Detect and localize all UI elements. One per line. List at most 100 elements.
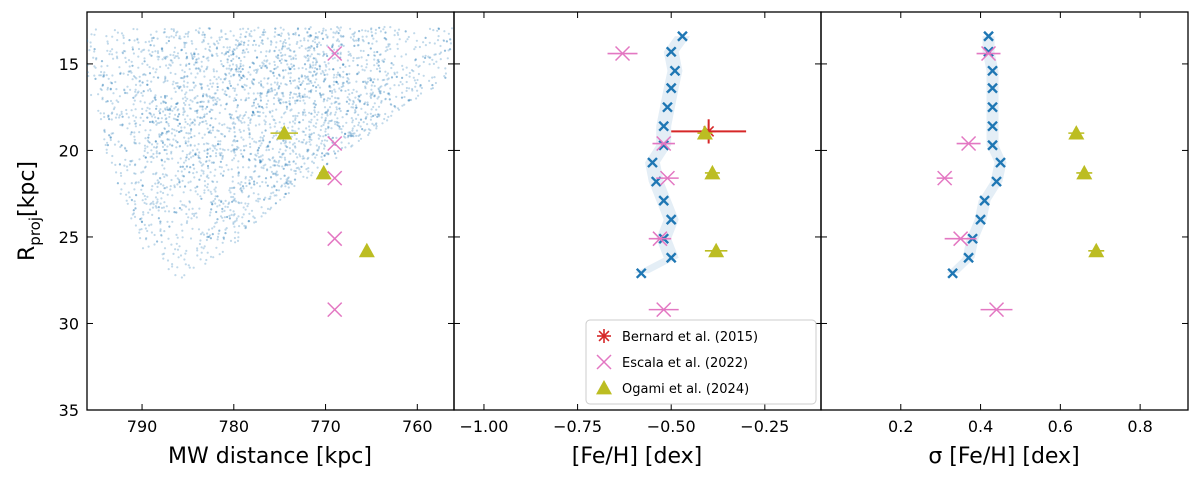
sample-point xyxy=(192,163,195,166)
sample-point xyxy=(262,167,265,170)
sample-point xyxy=(368,132,371,135)
sample-point xyxy=(213,174,216,177)
sample-point xyxy=(126,73,130,76)
sample-point xyxy=(416,89,419,92)
sample-point xyxy=(189,237,193,240)
sample-point xyxy=(253,78,256,81)
sample-point xyxy=(134,203,137,206)
sample-point xyxy=(234,135,237,138)
sample-point xyxy=(280,116,283,119)
sample-point xyxy=(296,95,299,98)
sample-point xyxy=(329,111,333,114)
sample-point xyxy=(303,55,306,58)
sample-point xyxy=(163,175,166,178)
sample-point xyxy=(377,113,380,116)
sample-point xyxy=(106,141,109,144)
sample-point xyxy=(314,57,317,60)
sample-point xyxy=(424,36,427,40)
sample-point xyxy=(307,149,310,152)
sample-point xyxy=(178,122,181,125)
sample-point xyxy=(130,182,133,185)
sample-point xyxy=(275,189,278,192)
sample-point xyxy=(142,90,145,93)
sample-point xyxy=(286,146,289,149)
sample-point xyxy=(160,159,163,162)
sample-point xyxy=(193,123,196,126)
sample-point xyxy=(346,136,350,139)
sample-point xyxy=(308,80,311,83)
sample-point xyxy=(194,61,197,64)
sample-point xyxy=(202,100,205,103)
sample-point xyxy=(208,131,211,134)
sample-point xyxy=(210,117,213,120)
sample-point xyxy=(288,121,291,124)
sample-point xyxy=(321,152,324,155)
sample-point xyxy=(327,97,330,100)
sample-point xyxy=(155,107,158,110)
sample-point xyxy=(233,148,236,151)
sample-point xyxy=(257,197,260,200)
sample-point xyxy=(233,127,236,130)
sample-point xyxy=(274,46,278,49)
sample-point xyxy=(177,115,180,118)
sample-point xyxy=(364,117,367,120)
sample-point xyxy=(203,115,206,118)
sample-point xyxy=(164,76,167,80)
sample-point xyxy=(272,164,275,167)
sample-point xyxy=(318,30,321,34)
sample-point xyxy=(181,165,184,168)
sample-point xyxy=(254,49,257,52)
sample-point xyxy=(227,148,230,151)
sample-point xyxy=(173,128,176,131)
sample-point xyxy=(116,182,119,185)
escala-point xyxy=(614,46,631,62)
sample-point xyxy=(338,87,341,90)
sample-point xyxy=(206,149,209,152)
sample-point xyxy=(309,79,312,83)
sample-point xyxy=(261,154,264,157)
sample-point xyxy=(225,74,228,77)
sample-point xyxy=(233,135,236,138)
sample-point xyxy=(226,38,229,41)
sample-point xyxy=(397,84,400,87)
sample-point xyxy=(233,199,236,202)
sample-point xyxy=(152,200,155,203)
sample-point xyxy=(268,62,271,65)
sample-point xyxy=(242,74,245,77)
sample-point xyxy=(215,52,218,55)
sample-point xyxy=(408,87,411,90)
sample-point xyxy=(405,80,408,84)
sample-point xyxy=(214,168,217,171)
sample-point xyxy=(243,55,246,59)
sample-point xyxy=(187,30,190,34)
sample-point xyxy=(141,112,144,116)
sample-point xyxy=(154,94,157,97)
sample-point xyxy=(163,28,166,31)
sample-point xyxy=(143,60,146,63)
sample-point xyxy=(125,108,128,112)
sample-point xyxy=(211,203,214,206)
sample-point xyxy=(139,237,142,240)
sample-point xyxy=(265,64,268,67)
sample-point xyxy=(178,207,181,210)
sample-point xyxy=(335,108,338,111)
legend-label-bernard: Bernard et al. (2015) xyxy=(622,330,758,345)
sample-point xyxy=(228,189,231,192)
sample-point xyxy=(214,190,217,193)
sample-point xyxy=(372,37,375,40)
sample-point xyxy=(443,75,446,78)
sample-point xyxy=(369,79,372,82)
sample-point xyxy=(178,37,181,40)
sample-point xyxy=(278,85,281,88)
sample-point xyxy=(300,44,303,48)
sample-point xyxy=(373,95,376,98)
sample-point xyxy=(181,174,184,177)
sample-point xyxy=(180,223,183,226)
sample-point xyxy=(284,111,287,114)
sample-point xyxy=(130,217,133,220)
sample-point xyxy=(276,83,279,86)
sample-point xyxy=(394,106,397,109)
sample-point xyxy=(271,147,274,150)
panel-2-xtick-label: 0.2 xyxy=(888,417,913,436)
sample-point xyxy=(219,59,222,63)
